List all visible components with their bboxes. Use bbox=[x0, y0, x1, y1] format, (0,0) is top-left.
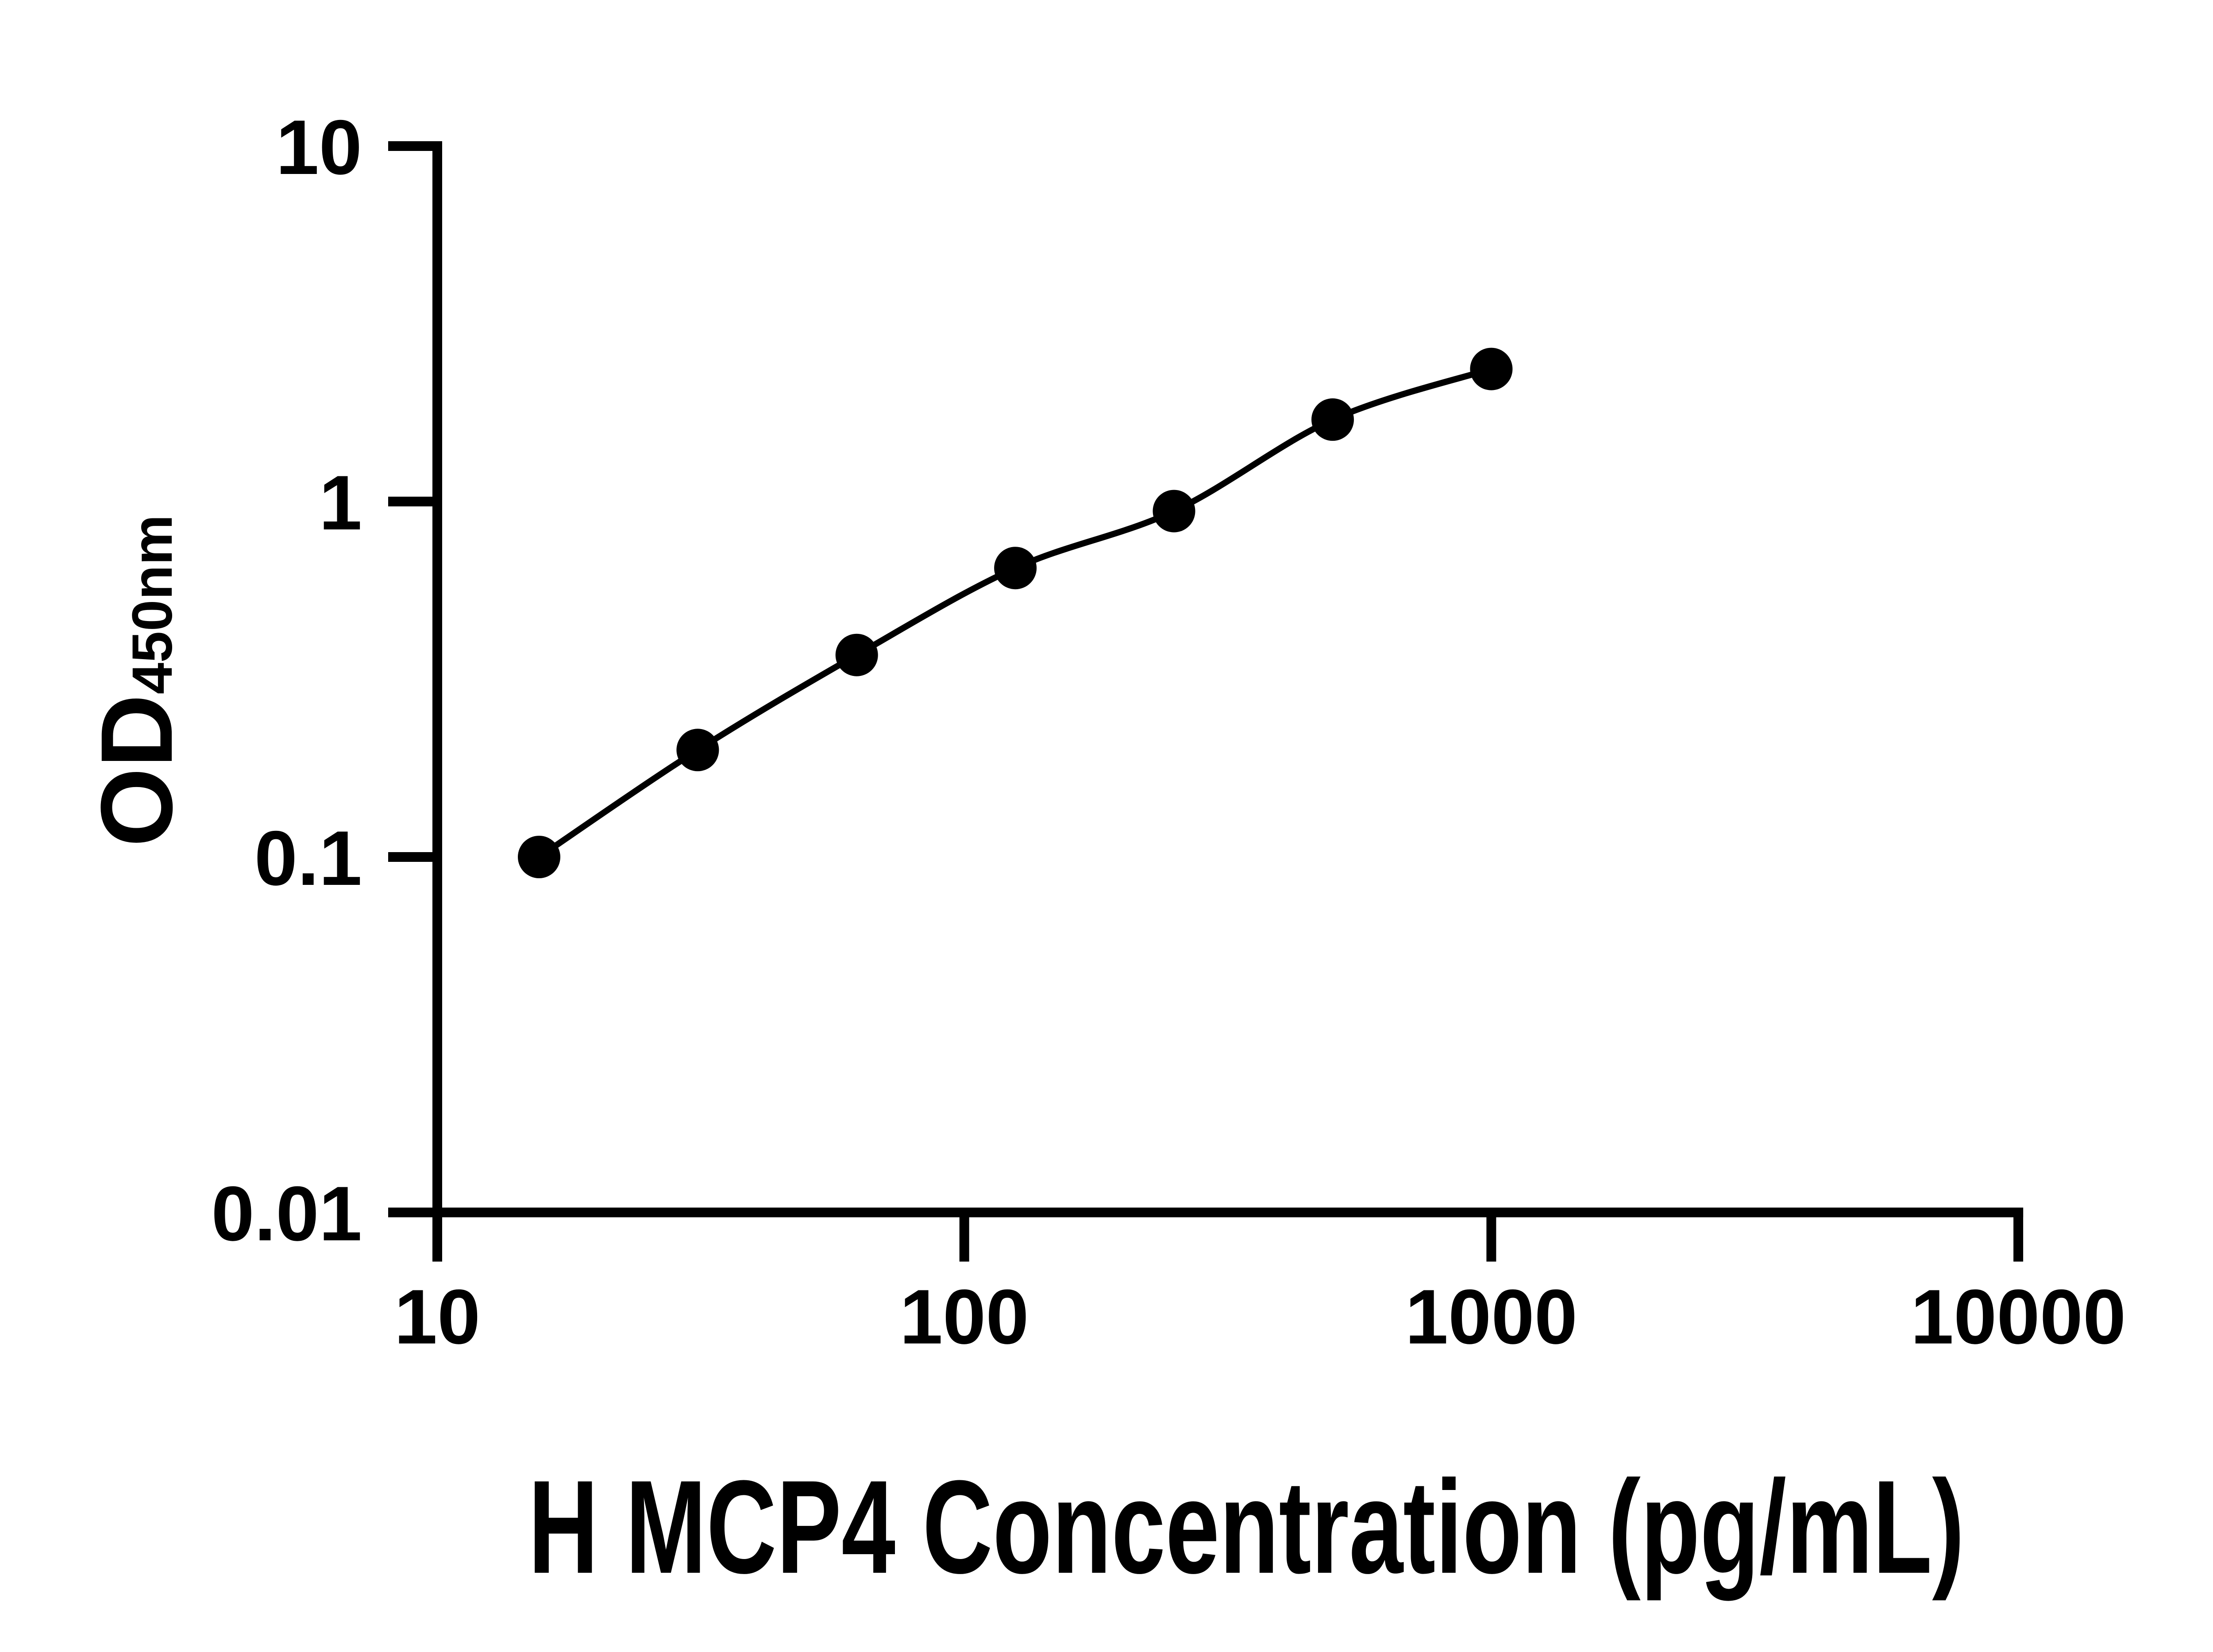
x-axis-tick-label: 100 bbox=[900, 1274, 1029, 1360]
data-point bbox=[1153, 490, 1195, 533]
y-axis-title-main: OD bbox=[80, 694, 193, 847]
x-axis-tick-label: 1000 bbox=[1405, 1274, 1577, 1360]
x-axis-tick-label: 10000 bbox=[1911, 1274, 2126, 1360]
y-axis-title: OD450nm bbox=[80, 515, 193, 847]
y-axis-tick-label: 1 bbox=[319, 460, 362, 546]
data-point bbox=[1311, 398, 1354, 441]
data-point bbox=[1470, 347, 1513, 390]
data-point bbox=[994, 547, 1037, 590]
y-axis-tick-label: 0.1 bbox=[254, 815, 362, 902]
y-axis-tick-label: 0.01 bbox=[211, 1171, 362, 1257]
data-point bbox=[676, 729, 719, 772]
data-point bbox=[835, 633, 878, 676]
y-axis-tick-label: 10 bbox=[276, 104, 362, 191]
x-axis-tick-label: 10 bbox=[394, 1274, 481, 1360]
data-point bbox=[518, 836, 560, 878]
x-axis-title: H MCP4 Concentration (pg/mL) bbox=[528, 1452, 1965, 1602]
y-axis-title-subscript: 450nm bbox=[121, 515, 184, 695]
